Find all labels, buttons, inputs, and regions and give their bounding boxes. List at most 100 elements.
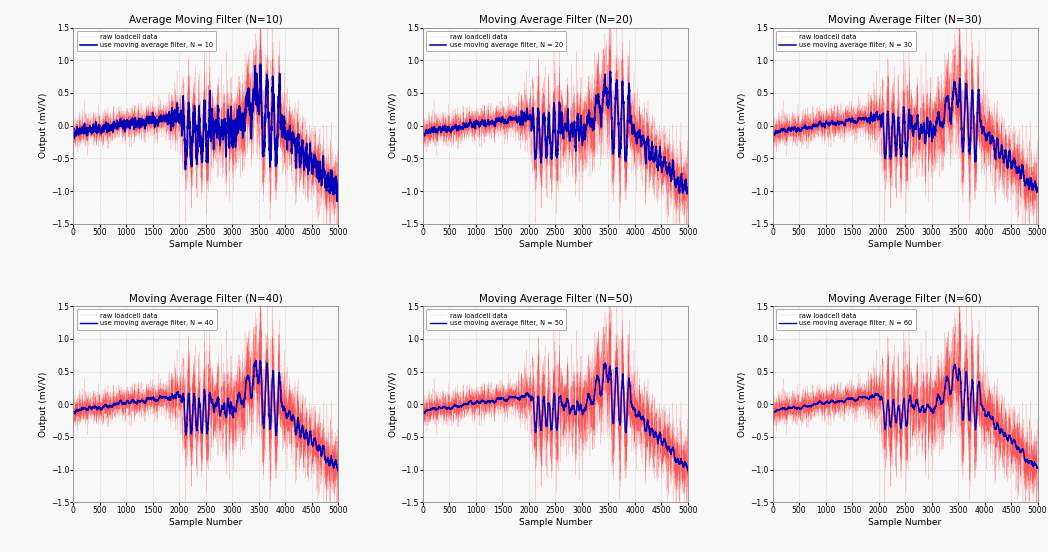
use moving average filter, N = 30 [964, 135, 977, 141]
raw loadcell data [1031, 489, 1044, 495]
use moving average filter, N = 20 [417, 126, 430, 132]
raw loadcell data [681, 210, 694, 216]
use moving average filter, N = 40 [67, 408, 80, 415]
Legend: raw loadcell data, use moving average filter, N = 40: raw loadcell data, use moving average fi… [77, 310, 217, 330]
use moving average filter, N = 10 [331, 198, 344, 205]
raw loadcell data [670, 512, 682, 518]
use moving average filter, N = 40 [249, 357, 262, 363]
use moving average filter, N = 10 [332, 184, 345, 191]
raw loadcell data [67, 125, 80, 131]
raw loadcell data [115, 396, 128, 402]
raw loadcell data [960, 294, 973, 301]
raw loadcell data [265, 158, 278, 164]
use moving average filter, N = 60 [939, 384, 952, 391]
use moving average filter, N = 50 [589, 385, 602, 391]
raw loadcell data [868, 364, 880, 371]
raw loadcell data [226, 126, 239, 132]
use moving average filter, N = 10 [239, 107, 252, 114]
raw loadcell data [226, 405, 239, 411]
use moving average filter, N = 40 [115, 399, 128, 405]
use moving average filter, N = 60 [925, 407, 938, 413]
raw loadcell data [417, 404, 430, 410]
raw loadcell data [261, 16, 274, 23]
X-axis label: Sample Number: Sample Number [869, 240, 942, 249]
use moving average filter, N = 20 [575, 133, 588, 140]
raw loadcell data [925, 405, 938, 411]
raw loadcell data [925, 126, 938, 132]
use moving average filter, N = 40 [226, 410, 239, 417]
raw loadcell data [575, 405, 588, 411]
use moving average filter, N = 40 [239, 385, 252, 392]
raw loadcell data [964, 158, 977, 164]
use moving average filter, N = 30 [766, 129, 779, 136]
Title: Moving Average Filter (N=50): Moving Average Filter (N=50) [479, 294, 632, 304]
raw loadcell data [814, 117, 827, 124]
raw loadcell data [239, 381, 252, 388]
X-axis label: Sample Number: Sample Number [519, 240, 592, 249]
use moving average filter, N = 20 [589, 104, 602, 111]
Line: raw loadcell data: raw loadcell data [73, 298, 339, 515]
Line: raw loadcell data: raw loadcell data [73, 19, 339, 237]
Title: Moving Average Filter (N=30): Moving Average Filter (N=30) [828, 15, 982, 25]
use moving average filter, N = 50 [634, 414, 647, 421]
use moving average filter, N = 20 [604, 68, 616, 75]
raw loadcell data [465, 396, 478, 402]
raw loadcell data [766, 404, 779, 410]
raw loadcell data [67, 404, 80, 410]
use moving average filter, N = 30 [954, 75, 966, 82]
use moving average filter, N = 50 [575, 406, 588, 413]
use moving average filter, N = 60 [1031, 465, 1044, 472]
use moving average filter, N = 10 [255, 61, 267, 67]
Legend: raw loadcell data, use moving average filter, N = 10: raw loadcell data, use moving average fi… [77, 31, 217, 51]
raw loadcell data [589, 381, 602, 388]
raw loadcell data [868, 86, 880, 92]
Y-axis label: Output (mV/V): Output (mV/V) [39, 371, 48, 437]
use moving average filter, N = 20 [680, 190, 693, 197]
Line: use moving average filter, N = 50: use moving average filter, N = 50 [423, 363, 687, 471]
raw loadcell data [239, 103, 252, 109]
raw loadcell data [766, 125, 779, 131]
use moving average filter, N = 30 [1030, 189, 1043, 195]
raw loadcell data [265, 437, 278, 443]
raw loadcell data [1020, 233, 1032, 240]
use moving average filter, N = 30 [925, 132, 938, 139]
X-axis label: Sample Number: Sample Number [169, 518, 242, 527]
use moving average filter, N = 60 [964, 409, 977, 416]
Legend: raw loadcell data, use moving average filter, N = 50: raw loadcell data, use moving average fi… [427, 310, 566, 330]
use moving average filter, N = 50 [518, 393, 530, 400]
use moving average filter, N = 20 [614, 145, 627, 152]
raw loadcell data [1031, 210, 1044, 216]
Line: raw loadcell data: raw loadcell data [423, 19, 687, 237]
use moving average filter, N = 20 [634, 139, 647, 146]
raw loadcell data [634, 433, 647, 439]
use moving average filter, N = 60 [814, 399, 827, 405]
raw loadcell data [261, 294, 274, 301]
use moving average filter, N = 50 [681, 466, 694, 473]
use moving average filter, N = 40 [169, 391, 181, 398]
raw loadcell data [285, 433, 298, 439]
use moving average filter, N = 30 [1031, 184, 1044, 191]
use moving average filter, N = 50 [614, 413, 627, 420]
raw loadcell data [939, 103, 952, 109]
raw loadcell data [465, 117, 478, 124]
raw loadcell data [332, 210, 345, 216]
raw loadcell data [115, 117, 128, 124]
raw loadcell data [575, 126, 588, 132]
Title: Average Moving Filter (N=10): Average Moving Filter (N=10) [129, 15, 283, 25]
raw loadcell data [417, 125, 430, 131]
raw loadcell data [960, 16, 973, 23]
use moving average filter, N = 30 [868, 111, 880, 118]
use moving average filter, N = 40 [285, 416, 298, 422]
raw loadcell data [169, 86, 181, 92]
Y-axis label: Output (mV/V): Output (mV/V) [738, 371, 747, 437]
use moving average filter, N = 50 [681, 468, 694, 474]
Legend: raw loadcell data, use moving average filter, N = 60: raw loadcell data, use moving average fi… [776, 310, 916, 330]
use moving average filter, N = 30 [984, 139, 997, 146]
X-axis label: Sample Number: Sample Number [869, 518, 942, 527]
Y-axis label: Output (mV/V): Output (mV/V) [389, 93, 397, 158]
use moving average filter, N = 10 [265, 144, 278, 150]
Line: use moving average filter, N = 20: use moving average filter, N = 20 [423, 71, 687, 194]
raw loadcell data [611, 294, 624, 301]
Title: Moving Average Filter (N=60): Moving Average Filter (N=60) [828, 294, 982, 304]
use moving average filter, N = 20 [681, 185, 694, 192]
